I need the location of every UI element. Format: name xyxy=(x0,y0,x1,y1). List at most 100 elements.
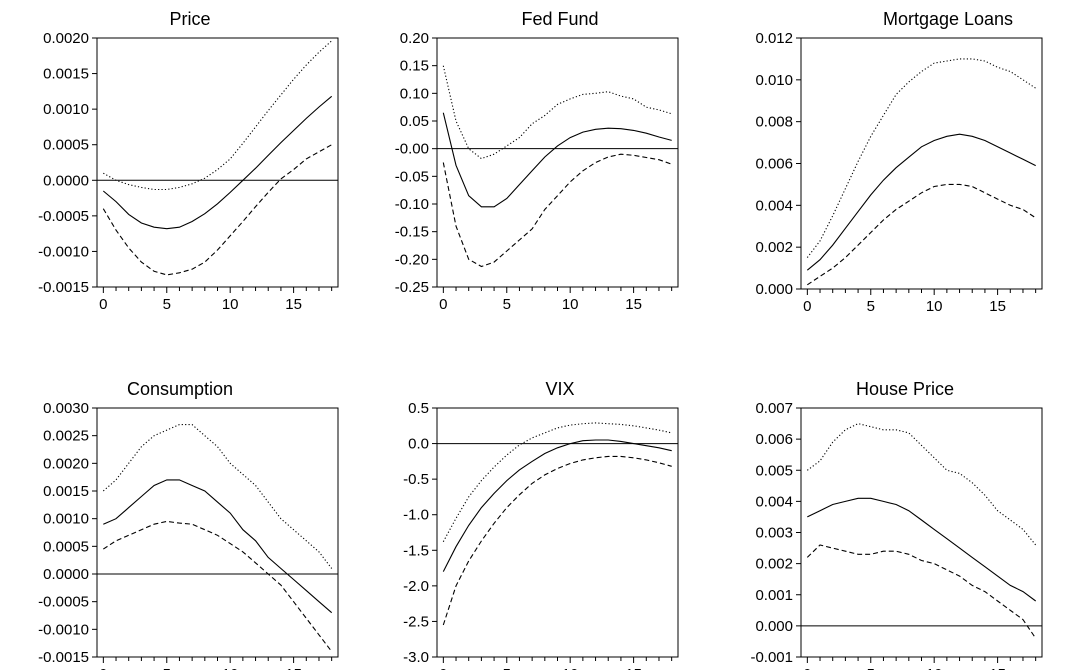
x-tick-label: 0 xyxy=(99,296,107,313)
x-tick-label: 15 xyxy=(625,296,642,313)
y-tick-label: 0.004 xyxy=(755,197,793,214)
x-tick-label: 5 xyxy=(503,666,511,670)
y-tick-label: -0.0005 xyxy=(38,594,89,611)
panel-title-fed-fund: Fed Fund xyxy=(521,9,598,29)
x-tick-label: 5 xyxy=(867,666,875,670)
x-tick-label: 10 xyxy=(562,296,579,313)
x-tick-label: 0 xyxy=(803,666,811,670)
y-tick-label: -1.0 xyxy=(403,507,429,524)
series-line-solid xyxy=(442,112,672,208)
y-tick-label: -0.5 xyxy=(403,471,429,488)
series-line-dotted xyxy=(442,422,672,542)
y-tick-label: 0.010 xyxy=(755,72,793,89)
plot-frame xyxy=(436,37,679,288)
x-tick-label: 0 xyxy=(439,296,447,313)
y-tick-label: 0.0000 xyxy=(43,566,89,583)
series-line-solid xyxy=(806,133,1036,271)
series-line-solid xyxy=(807,497,1037,602)
y-tick-label: 0.004 xyxy=(755,493,793,510)
y-tick-label: -0.001 xyxy=(750,649,793,666)
y-tick-label: -0.0015 xyxy=(38,279,89,296)
series-line-dashed xyxy=(806,183,1037,286)
y-tick-label: -0.25 xyxy=(395,279,429,296)
y-tick-label: 0.10 xyxy=(400,85,429,102)
series-line-dashed xyxy=(102,144,332,276)
plot-frame xyxy=(96,407,339,658)
panel-title-consumption: Consumption xyxy=(127,379,233,399)
panel-title-mortgage-loans: Mortgage Loans xyxy=(883,9,1013,29)
y-tick-label: 0.002 xyxy=(755,239,793,256)
panel-title-vix: VIX xyxy=(545,379,574,399)
y-tick-label: 0.0005 xyxy=(43,538,89,555)
x-tick-label: 10 xyxy=(562,666,579,670)
y-tick-label: 0.0020 xyxy=(43,455,89,472)
y-tick-label: -0.10 xyxy=(395,196,429,213)
y-tick-label: -1.5 xyxy=(403,542,429,559)
y-tick-label: 0.0030 xyxy=(43,400,89,417)
panel-fed-fund: Fed Fund 0.20 0.15 0.10 0.05 -0.00 -0.05 -0.10… xyxy=(395,9,679,313)
x-tick-label: 0 xyxy=(803,298,811,315)
x-tick-label: 10 xyxy=(926,298,943,315)
series-line-dotted xyxy=(806,423,1037,546)
y-tick-label: 0.0 xyxy=(408,436,429,453)
y-tick-label: -3.0 xyxy=(403,649,429,666)
series-line-dotted xyxy=(102,424,333,569)
y-tick-label: 0.5 xyxy=(408,400,429,417)
y-tick-label: 0.002 xyxy=(755,556,793,573)
x-tick-label: 15 xyxy=(625,666,642,670)
y-tick-label: -0.0010 xyxy=(38,621,89,638)
y-tick-label: 0.0010 xyxy=(43,511,89,528)
x-tick-label: 0 xyxy=(439,666,447,670)
x-tick-label: 10 xyxy=(222,666,239,670)
y-tick-label: 0.0020 xyxy=(43,30,89,47)
series-line-solid xyxy=(442,439,672,572)
panel-price: Price 0.0020 0.0015 0.0010 0.0005 0.0000 -0.0… xyxy=(38,9,339,313)
x-tick-label: 10 xyxy=(926,666,943,670)
y-tick-label: 0.005 xyxy=(755,462,793,479)
y-tick-label: 0.0000 xyxy=(43,172,89,189)
x-tick-label: 5 xyxy=(503,296,511,313)
y-tick-label: 0.05 xyxy=(400,113,429,130)
y-tick-label: -0.0015 xyxy=(38,649,89,666)
y-tick-label: 0.000 xyxy=(755,281,793,298)
x-tick-label: 5 xyxy=(867,298,875,315)
series-line-solid xyxy=(103,479,333,614)
y-tick-label: 0.15 xyxy=(400,58,429,75)
y-tick-label: 0.006 xyxy=(755,431,793,448)
series-line-dashed xyxy=(806,544,1037,639)
y-tick-label: -0.15 xyxy=(395,224,429,241)
y-tick-label: 0.008 xyxy=(755,114,793,131)
y-tick-label: -0.05 xyxy=(395,168,429,185)
series-line-dashed xyxy=(102,520,333,652)
x-tick-label: 15 xyxy=(989,298,1006,315)
x-tick-label: 15 xyxy=(285,666,302,670)
x-tick-label: 10 xyxy=(222,296,239,313)
y-tick-label: 0.20 xyxy=(400,30,429,47)
y-tick-label: 0.003 xyxy=(755,525,793,542)
series-line-solid xyxy=(102,95,333,230)
y-tick-label: -0.0010 xyxy=(38,243,89,260)
series-line-dashed xyxy=(442,455,672,626)
y-tick-label: 0.0025 xyxy=(43,428,89,445)
series-line-dotted xyxy=(806,58,1037,258)
series-line-dotted xyxy=(103,40,333,191)
plot-frame xyxy=(800,37,1043,290)
x-tick-label: 5 xyxy=(163,296,171,313)
x-tick-label: 15 xyxy=(285,296,302,313)
y-tick-label: 0.0015 xyxy=(43,483,89,500)
panel-title-price: Price xyxy=(169,9,210,29)
series-line-dotted xyxy=(442,65,672,160)
y-tick-label: -2.5 xyxy=(403,613,429,630)
y-tick-label: 0.001 xyxy=(755,587,793,604)
x-tick-label: 5 xyxy=(163,666,171,670)
y-tick-label: 0.0005 xyxy=(43,137,89,154)
y-tick-label: -0.0005 xyxy=(38,208,89,225)
y-tick-label: -0.20 xyxy=(395,251,429,268)
y-tick-label: 0.006 xyxy=(755,156,793,173)
y-tick-label: -2.0 xyxy=(403,578,429,595)
x-tick-label: 0 xyxy=(99,666,107,670)
y-tick-label: 0.0015 xyxy=(43,66,89,83)
panel-house-price: House Price 0.007 0.006 0.005 0.004 0.003 0.0… xyxy=(750,379,1043,670)
panel-title-house-price: House Price xyxy=(856,379,954,399)
